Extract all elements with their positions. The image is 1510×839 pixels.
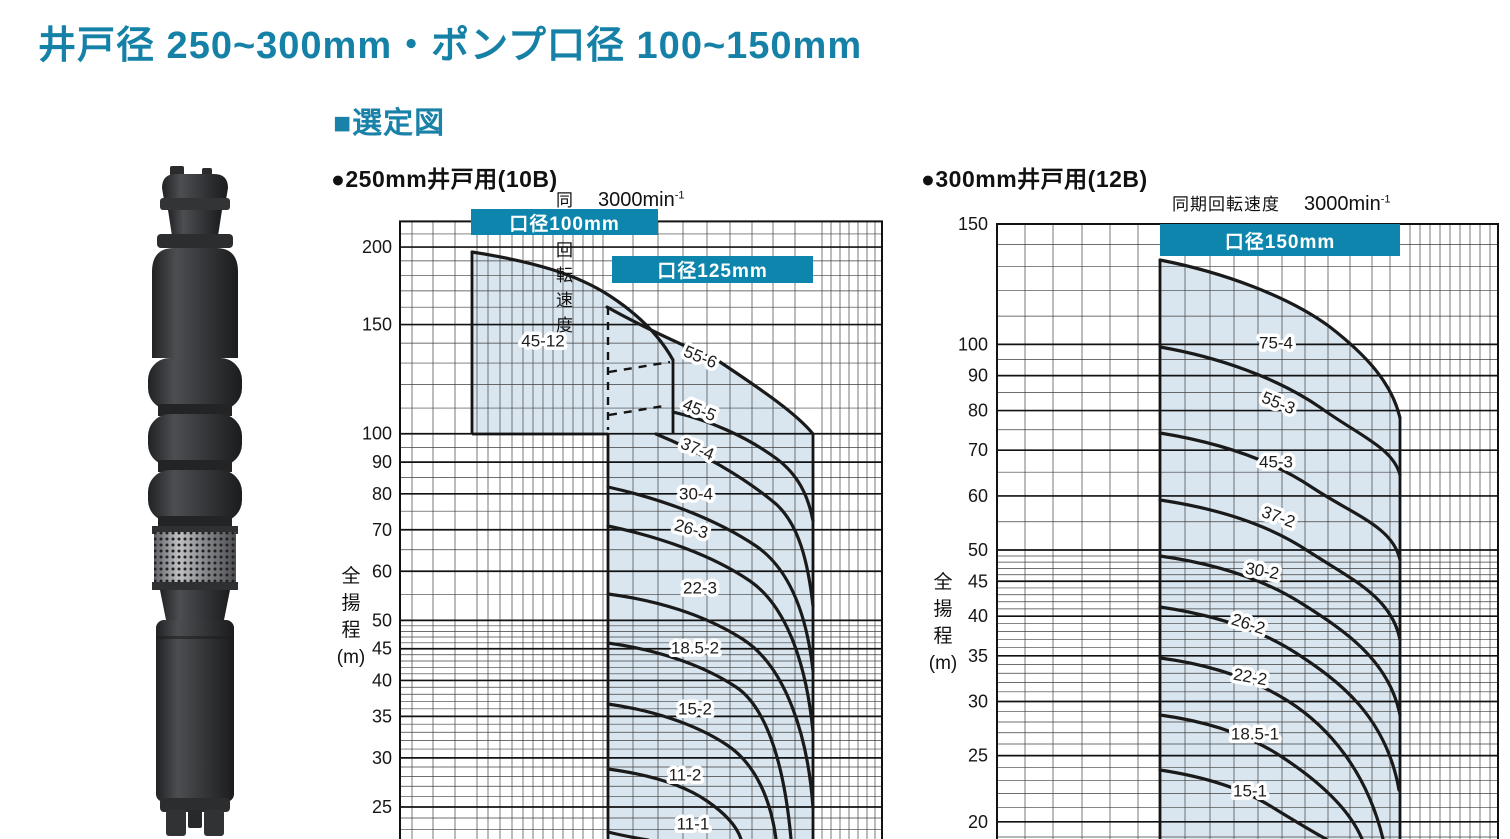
pump-curve [1158,605,1401,792]
curve-label: 11-2 [669,765,702,784]
pump-curve [1158,345,1402,477]
y-tick-label: 100 [362,424,392,444]
y-tick-label: 25 [372,797,392,817]
y-tick-label: 35 [968,646,988,666]
y-tick-label: 35 [372,706,392,726]
y-tick-label: 50 [372,610,392,630]
curve-label: 18.5-2 [671,638,719,657]
curve-label: 11-1 [677,814,710,833]
y-tick-label: 100 [958,334,988,354]
pump-curve [1158,768,1328,839]
pump-curve [1158,554,1402,717]
speed-value: 3000min-1 [598,189,685,211]
y-tick-label: 45 [372,639,392,659]
y-tick-label: 60 [372,561,392,581]
y-tick-label: 25 [968,746,988,766]
pump-curve [1158,258,1402,420]
y-tick-label: 80 [968,401,988,421]
y-tick-label: 200 [362,237,392,257]
y-tick-label: 70 [372,520,392,540]
plot-250mm: 45-1255-645-537-430-426-322-318.5-215-21… [362,220,883,839]
pump-curve [606,767,743,839]
bore-banner-100mm: 口径100mm [471,209,658,235]
pump-curve [606,830,650,839]
selection-region-shade [472,252,813,839]
curve-label: 45-3 [1259,452,1293,471]
pump-curve [470,250,675,362]
speed-value: 3000min-1 [1304,193,1391,215]
curve-label: 18.5-1 [1231,724,1279,743]
curve-label: 22-3 [683,578,717,597]
pump-curve [606,592,815,810]
y-tick-label: 80 [372,484,392,504]
bore-banner-150mm: 口径150mm [1160,224,1400,256]
section-heading: ■選定図 [333,107,446,140]
y-tick-label: 20 [968,812,988,832]
pump-curve [671,410,815,523]
y-axis-label-head: 全 揚 程 (m) [336,566,366,668]
curve-label: 30-4 [679,484,713,503]
y-tick-label: 30 [968,692,988,712]
plot-300mm: 75-455-345-337-230-226-222-218.5-115-115… [958,214,1499,839]
pump-curve [1158,713,1364,839]
submersible-pump-photo [148,166,242,836]
y-tick-label: 40 [968,606,988,626]
pump-curve [606,524,815,734]
y-tick-label: 40 [372,670,392,690]
chart-heading-300mm: ●300mm井戸用(12B) [921,166,1148,192]
region-boundary-dashed [608,404,665,417]
pump-curve [605,305,815,436]
speed-label: 同期回転速度 [1172,195,1280,214]
y-tick-label: 45 [968,571,988,591]
y-tick-label: 90 [968,366,988,386]
bore-banner-125mm: 口径125mm [612,256,813,283]
curve-label: 45-12 [521,331,564,350]
curve-label: 75-4 [1259,333,1293,352]
page-title: 井戸径 250~300mm・ポンプ口径 100~150mm [38,25,863,67]
y-tick-label: 90 [372,452,392,472]
y-tick-label: 50 [968,540,988,560]
y-tick-label: 60 [968,486,988,506]
pump-curve [654,432,815,608]
chart-heading-250mm: ●250mm井戸用(10B) [331,166,558,192]
y-tick-label: 150 [958,214,988,234]
pump-curve [606,641,793,839]
region-boundary-dashed [608,360,671,374]
pump-curve [1158,431,1402,562]
pump-curve [1158,498,1402,642]
y-tick-label: 70 [968,440,988,460]
pump-curve [606,485,815,673]
curve-label: 15-1 [1233,781,1267,800]
y-axis-label-head: 全 揚 程 (m) [928,572,958,674]
speed-annotation: 同期回転速度 3000min-1 [1172,190,1391,216]
y-tick-label: 150 [362,315,392,335]
y-tick-label: 30 [372,748,392,768]
pump-curve [606,702,778,839]
curve-label: 15-2 [678,699,712,718]
pump-curve [1158,656,1385,839]
